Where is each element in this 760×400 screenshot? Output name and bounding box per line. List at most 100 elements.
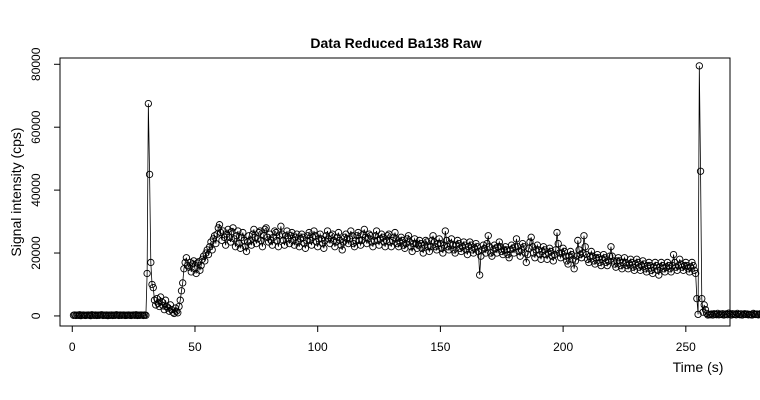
- data-point: [587, 247, 595, 256]
- data-point: [758, 311, 760, 318]
- data-point: [664, 261, 673, 270]
- data-point: [499, 250, 507, 259]
- data-point: [271, 227, 279, 235]
- y-tick-label: 60000: [29, 110, 43, 144]
- data-point: [696, 167, 705, 175]
- data-point: [522, 258, 530, 267]
- data-point: [145, 170, 154, 179]
- data-point: [212, 239, 220, 248]
- data-point: [149, 283, 157, 292]
- data-point: [169, 308, 177, 316]
- data-point: [553, 228, 561, 237]
- data-series: [69, 62, 760, 320]
- data-point: [606, 252, 614, 260]
- x-tick-label: 0: [69, 340, 76, 354]
- data-point: [347, 227, 355, 235]
- data-point: [435, 235, 443, 243]
- data-point: [409, 239, 418, 248]
- data-point: [693, 294, 701, 303]
- data-point: [469, 249, 478, 257]
- data-point: [557, 254, 565, 262]
- data-point: [280, 241, 289, 249]
- data-point: [283, 227, 291, 235]
- data-point: [233, 232, 241, 240]
- data-point: [177, 287, 186, 295]
- data-point: [242, 247, 251, 256]
- data-point: [176, 296, 184, 304]
- data-point: [320, 244, 328, 252]
- data-point: [550, 250, 559, 259]
- data-point: [302, 236, 311, 245]
- data-point: [293, 230, 301, 238]
- data-point: [310, 227, 318, 235]
- data-point: [363, 239, 371, 248]
- data-point: [423, 238, 431, 246]
- x-tick-label: 150: [430, 340, 450, 354]
- data-point: [571, 257, 580, 265]
- data-point: [204, 250, 213, 259]
- data-point: [607, 243, 615, 251]
- data-point: [494, 243, 502, 251]
- data-point: [288, 228, 296, 237]
- data-point: [511, 243, 519, 251]
- data-point: [580, 232, 588, 240]
- data-point: [344, 239, 353, 248]
- data-point: [360, 225, 368, 234]
- y-axis: 0 20000 40000 60000 80000: [29, 47, 61, 319]
- data-point: [527, 233, 535, 241]
- y-tick-label: 20000: [29, 236, 43, 270]
- data-point: [277, 222, 285, 230]
- data-point: [236, 244, 245, 252]
- data-point: [143, 269, 151, 278]
- data-point: [555, 249, 564, 257]
- data-point: [581, 243, 589, 251]
- x-axis: 0 50 100 150 200 250: [69, 325, 696, 354]
- data-point: [441, 227, 449, 235]
- x-tick-label: 100: [308, 340, 328, 354]
- data-point: [574, 236, 582, 245]
- data-point: [579, 249, 587, 257]
- data-point: [484, 232, 492, 240]
- data-point: [170, 309, 178, 318]
- data-point: [179, 279, 187, 287]
- data-point: [518, 239, 527, 248]
- data-point: [208, 246, 216, 254]
- data-point: [424, 243, 432, 251]
- data-point: [239, 228, 247, 237]
- data-point: [690, 266, 699, 274]
- data-point: [413, 244, 421, 252]
- y-axis-label: Signal intensity (cps): [8, 127, 24, 256]
- data-point: [554, 239, 562, 248]
- data-point: [305, 228, 313, 237]
- x-tick-label: 250: [676, 340, 696, 354]
- data-point: [753, 310, 760, 318]
- data-point: [338, 246, 346, 254]
- data-point: [694, 310, 702, 319]
- data-point: [196, 266, 204, 274]
- chart-title: Data Reduced Ba138 Raw: [310, 35, 481, 51]
- data-point: [258, 243, 267, 251]
- data-point: [334, 228, 343, 237]
- data-point: [354, 228, 362, 237]
- data-point: [655, 271, 663, 279]
- data-point: [224, 225, 232, 234]
- data-point: [348, 232, 356, 240]
- data-point: [182, 254, 191, 262]
- y-tick-label: 0: [29, 312, 43, 319]
- data-point: [158, 298, 166, 306]
- data-point: [566, 247, 575, 256]
- data-point: [505, 254, 513, 262]
- data-point: [570, 265, 578, 273]
- data-point: [564, 260, 572, 268]
- data-point: [144, 99, 153, 108]
- data-point: [355, 236, 364, 245]
- data-point: [669, 250, 678, 259]
- data-point: [572, 252, 581, 260]
- y-tick-label: 40000: [29, 173, 43, 207]
- data-point: [410, 235, 419, 243]
- data-point: [190, 257, 198, 265]
- data-point: [201, 257, 209, 265]
- data-point: [439, 249, 447, 257]
- data-point: [512, 235, 521, 243]
